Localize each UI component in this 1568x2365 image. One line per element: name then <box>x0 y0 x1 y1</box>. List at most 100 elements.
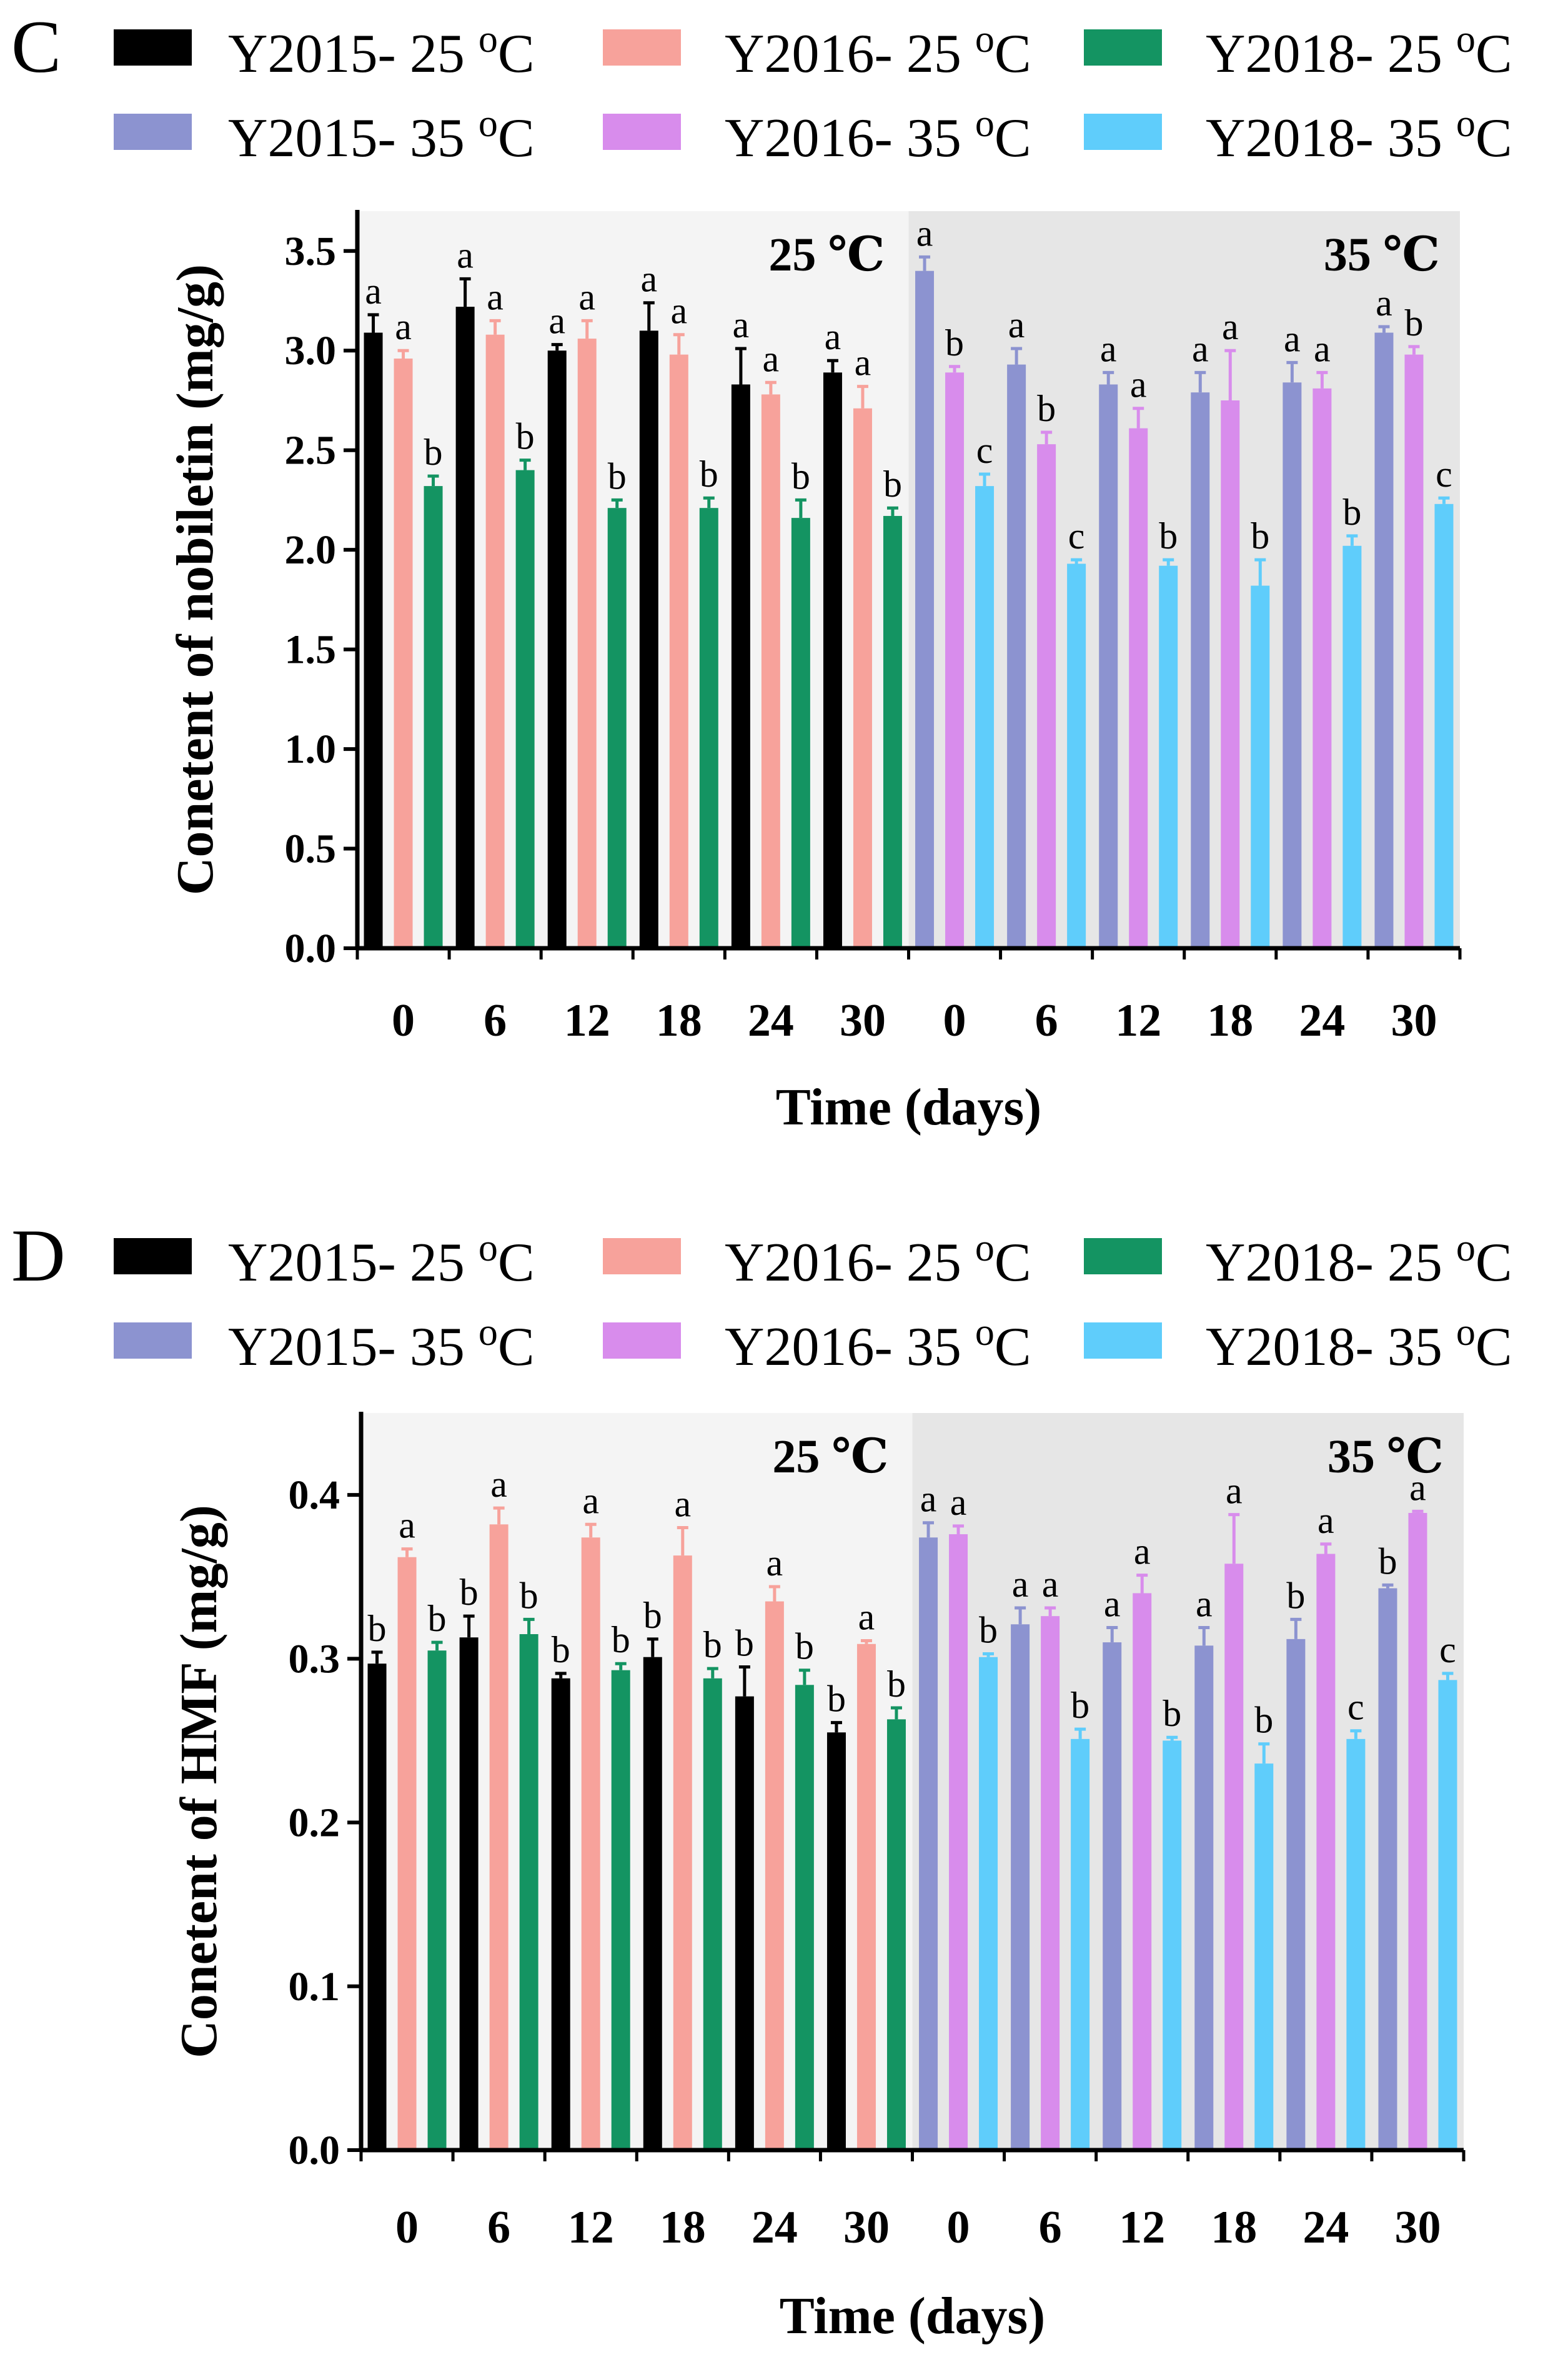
legend-label: Y2016- 35 <box>725 108 975 169</box>
legend-unit: C <box>1476 108 1512 169</box>
bar-Y2018-35 <box>1342 545 1362 948</box>
bar-Y2015-35 <box>919 1537 938 2150</box>
significance-label: b <box>945 322 964 364</box>
legend-degree: o <box>479 18 498 61</box>
x-tick-label: 0 <box>947 2202 970 2253</box>
bar-Y2016-35 <box>1037 444 1056 948</box>
legend-swatch-Y2016-25 <box>603 29 681 66</box>
significance-label: a <box>578 276 595 317</box>
significance-label: c <box>1436 454 1452 495</box>
x-tick-label: 30 <box>843 2202 890 2253</box>
significance-label: a <box>1192 328 1209 369</box>
x-tick-label: 12 <box>1115 995 1161 1046</box>
significance-label: a <box>582 1480 599 1521</box>
legend-label: Y2015- 35 <box>228 1317 479 1377</box>
significance-label: b <box>516 416 535 457</box>
bar-Y2016-35 <box>1408 1512 1427 2150</box>
significance-label: b <box>424 432 443 473</box>
bar-Y2018-25 <box>703 1678 722 2150</box>
region-label-35: 35 ℃ <box>1324 229 1440 281</box>
bar-Y2016-35 <box>1312 388 1332 948</box>
bar-Y2018-25 <box>424 486 443 948</box>
significance-label: b <box>883 464 902 505</box>
legend-entry-Y2015-35: Y2015- 35 oC <box>228 102 535 169</box>
x-tick-label: 6 <box>1039 2202 1062 2253</box>
significance-label: a <box>1284 318 1301 359</box>
bar-Y2016-25 <box>853 408 872 948</box>
significance-label: b <box>612 1619 630 1660</box>
legend-swatch-Y2016-35 <box>603 114 681 150</box>
x-tick-label: 24 <box>752 2202 798 2253</box>
legend-label: Y2015- 35 <box>228 108 479 169</box>
legend-unit: C <box>995 1317 1031 1377</box>
significance-label: b <box>735 1622 754 1663</box>
y-tick-label: 0.0 <box>289 2128 340 2173</box>
significance-label: b <box>1251 515 1269 557</box>
legend-entry-Y2015-35: Y2015- 35 oC <box>228 1311 535 1377</box>
legend-entry-Y2018-35: Y2018- 35 oC <box>1206 102 1512 169</box>
legend-label: Y2016- 35 <box>725 1317 975 1377</box>
significance-label: a <box>1314 328 1331 369</box>
legend-label: Y2015- 25 <box>228 24 479 84</box>
significance-label: b <box>643 1595 662 1636</box>
legend-entry-Y2016-35: Y2016- 35 oC <box>725 1311 1031 1377</box>
bar-Y2015-35 <box>1378 1588 1397 2150</box>
legend-label: Y2015- 25 <box>228 1232 479 1293</box>
bar-Y2018-35 <box>1434 503 1454 948</box>
bar-Y2016-35 <box>1221 400 1240 948</box>
bar-Y2016-25 <box>581 1537 600 2150</box>
legend-unit: C <box>498 1317 535 1377</box>
x-tick-label: 18 <box>1207 995 1253 1046</box>
x-tick-label: 30 <box>1391 995 1437 1046</box>
bar-Y2015-35 <box>915 270 935 949</box>
significance-label: a <box>490 1464 507 1505</box>
bar-Y2015-25 <box>735 1696 754 2150</box>
significance-label: a <box>1008 304 1025 345</box>
legend-unit: C <box>1476 1317 1512 1377</box>
legend-degree: o <box>1456 1227 1476 1269</box>
x-tick-label: 6 <box>487 2202 510 2253</box>
significance-label: a <box>1042 1564 1059 1605</box>
significance-label: a <box>1130 364 1147 405</box>
y-tick-label: 0.1 <box>289 1964 340 2010</box>
bar-Y2016-25 <box>489 1524 509 2150</box>
bar-Y2015-35 <box>1099 384 1118 948</box>
x-tick-label: 30 <box>1394 2202 1441 2253</box>
significance-label: b <box>827 1678 846 1720</box>
bar-Y2015-25 <box>459 1637 479 2150</box>
significance-label: a <box>767 1542 783 1584</box>
x-axis-title: Time (days) <box>780 2287 1045 2345</box>
panel-c: C Y2015- 25 oC Y2016- 25 oC Y2018- 25 oCY20… <box>11 5 1512 1136</box>
significance-label: b <box>700 454 718 495</box>
significance-label: a <box>399 1505 415 1546</box>
panel-d: D Y2015- 25 oC Y2016- 25 oC Y2018- 25 oCY20… <box>11 1214 1512 2345</box>
y-axis-title: Conetent of HMF (mg/g) <box>170 1505 228 2058</box>
significance-label: a <box>548 300 565 342</box>
legend-entry-Y2016-35: Y2016- 35 oC <box>725 102 1031 169</box>
bar-Y2016-35 <box>1041 1616 1060 2150</box>
legend-degree: o <box>975 1311 995 1354</box>
bar-Y2016-25 <box>761 394 780 948</box>
bar-Y2016-25 <box>394 359 413 948</box>
legend-swatch-Y2015-35 <box>114 114 192 150</box>
bar-Y2016-35 <box>1316 1554 1336 2150</box>
bar-Y2015-35 <box>1103 1642 1122 2150</box>
y-tick-label: 0.2 <box>289 1800 340 1846</box>
x-tick-label: 24 <box>748 995 794 1046</box>
legend-entry-Y2015-25: Y2015- 25 oC <box>228 1227 535 1293</box>
region-bg-25 <box>357 211 909 948</box>
legend-degree: o <box>479 1311 498 1354</box>
bar-Y2018-25 <box>427 1650 447 2150</box>
legend-unit: C <box>995 1232 1031 1293</box>
significance-label: a <box>1376 282 1392 324</box>
significance-label: a <box>733 304 750 345</box>
legend-degree: o <box>1456 18 1476 61</box>
bar-Y2015-35 <box>1191 392 1210 948</box>
significance-label: b <box>1378 1540 1397 1582</box>
legend-swatch-Y2018-35 <box>1084 1322 1162 1359</box>
bar-Y2015-35 <box>1007 364 1026 948</box>
significance-label: c <box>1068 515 1085 557</box>
legend-entry-Y2018-35: Y2018- 35 oC <box>1206 1311 1512 1377</box>
bar-Y2015-25 <box>731 384 750 948</box>
